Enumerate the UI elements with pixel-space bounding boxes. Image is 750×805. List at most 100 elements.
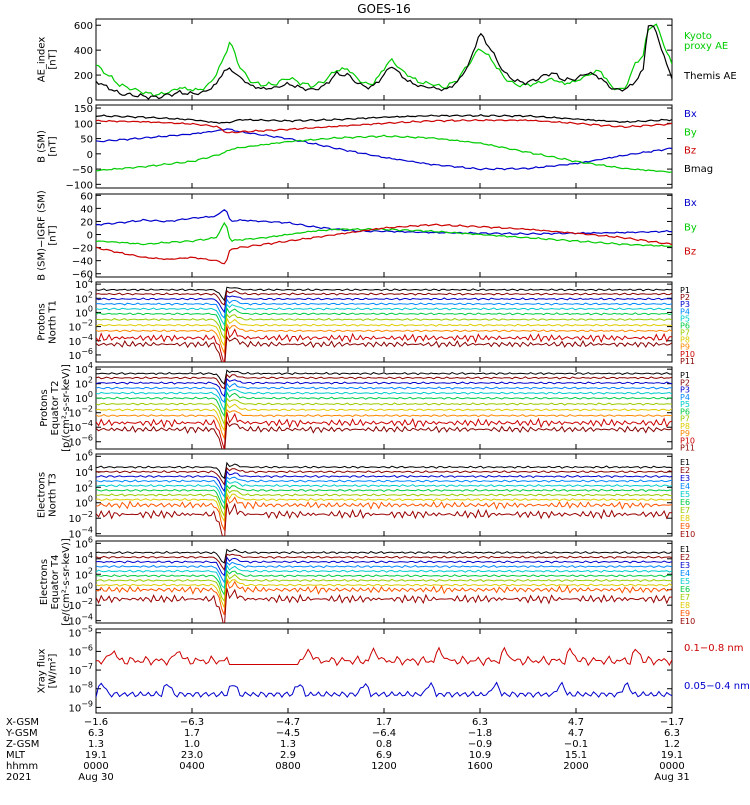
channel-line-p8 xyxy=(96,402,672,432)
channel-line-p7 xyxy=(96,313,672,340)
y-axis-label: [p/(cm²-s-sr-keV)] xyxy=(61,364,72,452)
y-tick-label: 10−4 xyxy=(68,419,93,434)
panel-frame-4 xyxy=(95,366,673,450)
ephemeris-value: −1.8 xyxy=(468,728,492,739)
y-tick-label: 10−9 xyxy=(68,699,93,714)
y-tick-label: 106 xyxy=(75,448,93,463)
legend-label: E1 xyxy=(680,458,690,467)
series-line-themis-ae xyxy=(96,24,672,100)
y-tick-label: 10−8 xyxy=(68,681,93,696)
legend-label: E7 xyxy=(680,506,690,515)
legend-label: E10 xyxy=(680,617,695,626)
legend-label: P2 xyxy=(680,293,690,302)
legend-label: P9 xyxy=(680,343,690,352)
legend-label: P8 xyxy=(680,336,690,345)
ephemeris-row-label: Z-GSM xyxy=(6,739,39,750)
legend-label: P6 xyxy=(680,407,690,416)
ephemeris-value: 1.3 xyxy=(88,739,104,750)
legend-label: E9 xyxy=(680,522,690,531)
ephemeris-value: −1.7 xyxy=(660,717,684,728)
legend-label: E7 xyxy=(680,593,690,602)
channel-line-0-05-0-4-nm xyxy=(96,681,672,699)
y-tick-label: 150 xyxy=(74,104,93,115)
legend-label: E3 xyxy=(680,561,690,570)
channel-line-e4 xyxy=(96,476,672,499)
legend-label: Kyoto xyxy=(684,31,712,42)
ephemeris-value: −0.9 xyxy=(468,739,492,750)
y-axis-label: B (SM) xyxy=(37,130,48,163)
channel-line-p3 xyxy=(96,295,672,314)
legend-label: Bz xyxy=(684,146,696,157)
legend-label: By xyxy=(684,127,697,138)
channel-line-p9 xyxy=(96,408,672,441)
channel-line-p10 xyxy=(96,412,672,449)
ephemeris-value: 0000 xyxy=(83,761,108,772)
y-tick-label: 50 xyxy=(80,135,93,146)
channel-line-p11 xyxy=(96,335,672,362)
ephemeris-value: 1.7 xyxy=(184,728,200,739)
legend-label: E8 xyxy=(680,601,690,610)
legend-label: P8 xyxy=(680,422,690,431)
channel-line-e2 xyxy=(96,467,672,486)
y-tick-label: 10−2 xyxy=(68,319,93,334)
legend-label: P5 xyxy=(680,400,690,409)
legend-label: E6 xyxy=(680,498,690,507)
y-tick-label: 10−4 xyxy=(68,613,93,628)
y-tick-label: 100 xyxy=(75,582,93,597)
ephemeris-value: 0000 xyxy=(659,761,684,772)
channel-line-e8 xyxy=(96,491,672,523)
legend-label: P6 xyxy=(680,321,690,330)
series-line-bx xyxy=(96,128,672,171)
y-tick-label: 20 xyxy=(80,217,93,228)
legend-label: P7 xyxy=(680,329,690,338)
ephemeris-value: Aug 30 xyxy=(78,772,113,783)
channel-line-p9 xyxy=(96,322,672,355)
legend-label: 0.1−0.8 nm xyxy=(684,643,743,654)
legend-label: P3 xyxy=(680,300,690,309)
channel-line-p5 xyxy=(96,303,672,327)
channel-line-e5 xyxy=(96,479,672,505)
legend-label: E4 xyxy=(680,482,690,491)
legend-label: E10 xyxy=(680,530,695,539)
y-axis-label: Electrons xyxy=(39,559,50,605)
y-tick-label: 10−4 xyxy=(68,526,93,541)
y-tick-label: 10−6 xyxy=(68,643,93,658)
ephemeris-value: 19.1 xyxy=(85,750,107,761)
y-tick-label: −20 xyxy=(72,244,93,255)
ephemeris-value: −4.7 xyxy=(276,717,300,728)
y-axis-label: Protons xyxy=(37,303,48,340)
legend-label: P10 xyxy=(680,350,695,359)
ephemeris-value: −1.6 xyxy=(84,717,108,728)
legend-label: proxy AE xyxy=(684,41,728,52)
channel-line-p3 xyxy=(96,377,672,398)
legend-label: P11 xyxy=(680,357,695,366)
channel-line-e10 xyxy=(96,502,672,536)
y-tick-label: 100 xyxy=(75,390,93,405)
channel-line-p2 xyxy=(96,373,672,390)
y-axis-label: Equator T2 xyxy=(50,381,61,436)
ephemeris-row-label: MLT xyxy=(6,750,26,761)
legend-label: P11 xyxy=(680,444,695,453)
series-line-bx xyxy=(96,209,672,236)
channel-line-e1 xyxy=(96,548,672,564)
y-axis-label: [e/(cm²-s-sr-keV)] xyxy=(61,538,72,626)
ephemeris-value: 10.9 xyxy=(469,750,491,761)
y-tick-label: 102 xyxy=(75,290,93,305)
ephemeris-value: 1600 xyxy=(467,761,492,772)
ephemeris-value: 0800 xyxy=(275,761,300,772)
y-tick-label: 0 xyxy=(87,231,93,242)
channel-line-e6 xyxy=(96,484,672,511)
ephemeris-value: 6.3 xyxy=(664,728,680,739)
y-tick-label: 100 xyxy=(75,495,93,510)
legend-label: E2 xyxy=(680,466,690,475)
series-line-kyoto-proxy-ae xyxy=(96,23,672,98)
legend-label: E8 xyxy=(680,514,690,523)
y-tick-label: −40 xyxy=(72,257,93,268)
series-line-bz xyxy=(96,223,672,265)
legend-label: E9 xyxy=(680,609,690,618)
ephemeris-value: −6.3 xyxy=(180,717,204,728)
legend-label: P4 xyxy=(680,307,690,316)
y-tick-label: 40 xyxy=(80,204,93,215)
